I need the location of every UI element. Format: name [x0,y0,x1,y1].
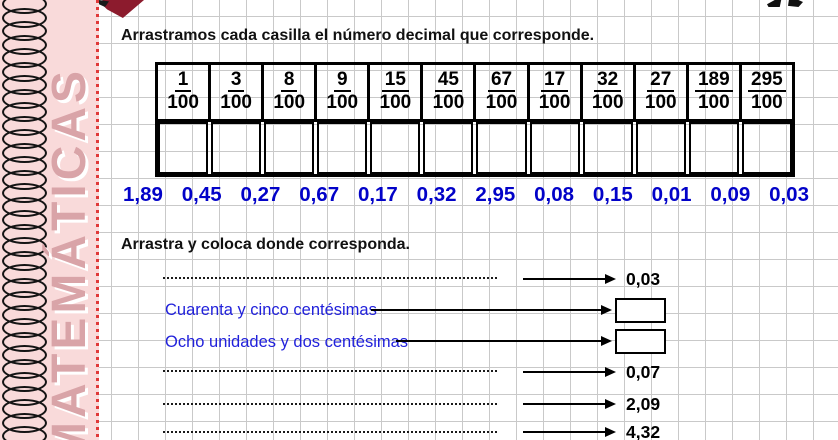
decimal-chip[interactable]: 0,03 [769,183,809,206]
number-words-label: Cuarenta y cinco centésimas [165,301,377,319]
decimal-chip[interactable]: 1,89 [123,183,163,206]
instruction-text-2: Arrastra y coloca donde corresponda. [121,236,410,253]
fraction-cell: 8 100 [264,65,318,119]
arrow-right-icon [523,273,616,284]
sidebar-vertical-title: MATEMÁTICAS [43,66,96,440]
fraction-cell: 27 100 [636,65,689,119]
fraction-table: 1 100 3 100 8 100 9 100 15 100 45 100 67 100 17… [155,62,795,177]
nav-arrows-icon[interactable] [767,0,807,8]
arrow-right-icon [396,335,612,346]
fraction-cell: 45 100 [423,65,477,119]
decimal-chip[interactable]: 0,32 [416,183,457,206]
answer-blank-line[interactable] [163,277,497,279]
decimal-chip[interactable]: 0,67 [299,183,340,206]
spiral-binding-icon [2,0,48,440]
fraction-drop-row [158,122,792,174]
drop-cell[interactable] [211,122,262,174]
decimal-chip[interactable]: 0,45 [181,183,222,206]
target-value: 2,09 [626,394,661,414]
number-words-label: Ocho unidades y dos centésimas [165,333,409,351]
drop-box[interactable] [615,329,666,354]
target-value: 0,03 [626,269,661,289]
drop-cell[interactable] [635,122,686,174]
arrow-right-icon [523,398,616,409]
red-dotted-divider [96,0,99,440]
drop-cell[interactable] [688,122,739,174]
nav-arrow-right-icon[interactable] [788,0,803,7]
drop-cell[interactable] [158,122,209,174]
drop-cell[interactable] [741,122,792,174]
fraction-cell: 3 100 [211,65,265,119]
drop-cell[interactable] [529,122,580,174]
answer-blank-line[interactable] [163,403,497,405]
target-value: 0,07 [626,362,661,382]
drop-cell[interactable] [476,122,527,174]
decimal-chip[interactable]: 0,15 [592,183,633,206]
drop-cell[interactable] [317,122,368,174]
worksheet-area: Arrastramos cada casilla el número decim… [99,0,838,440]
drop-cell[interactable] [423,122,474,174]
target-value: 4,32 [626,422,661,440]
decimal-chip[interactable]: 0,01 [651,183,692,206]
answer-blank-line[interactable] [163,431,497,433]
fraction-cell: 9 100 [317,65,371,119]
nav-arrow-left-icon[interactable] [767,0,782,7]
fraction-cell: 15 100 [370,65,424,119]
spiral-ring-icon [2,426,47,440]
fraction-cell: 32 100 [583,65,636,119]
fraction-header-row: 1 100 3 100 8 100 9 100 15 100 45 100 67 100 17… [158,65,792,122]
drop-cell[interactable] [582,122,633,174]
decimal-chip-row: 1,89 0,45 0,27 0,67 0,17 0,32 2,95 0,08 … [123,183,809,207]
notebook-sidebar: MATEMÁTICAS [0,0,99,440]
decimal-chip[interactable]: 0,08 [534,183,575,206]
decimal-chip[interactable]: 2,95 [475,183,516,206]
logo-tip-icon [99,0,109,7]
fraction-cell: 67 100 [476,65,530,119]
drop-cell[interactable] [370,122,421,174]
arrow-right-icon [523,426,616,437]
instruction-text-1: Arrastramos cada casilla el número decim… [121,27,595,44]
drop-box[interactable] [615,298,666,323]
decimal-chip[interactable]: 0,09 [710,183,751,206]
decimal-chip[interactable]: 0,17 [357,183,398,206]
decimal-chip[interactable]: 0,27 [240,183,281,206]
fraction-cell: 1 100 [158,65,212,119]
fraction-cell: 17 100 [530,65,583,119]
arrow-right-icon [371,304,612,315]
arrow-right-icon [523,366,616,377]
fraction-cell: 295 100 [742,65,792,119]
fraction-cell: 189 100 [689,65,742,119]
answer-blank-line[interactable] [163,370,497,372]
drop-cell[interactable] [264,122,315,174]
